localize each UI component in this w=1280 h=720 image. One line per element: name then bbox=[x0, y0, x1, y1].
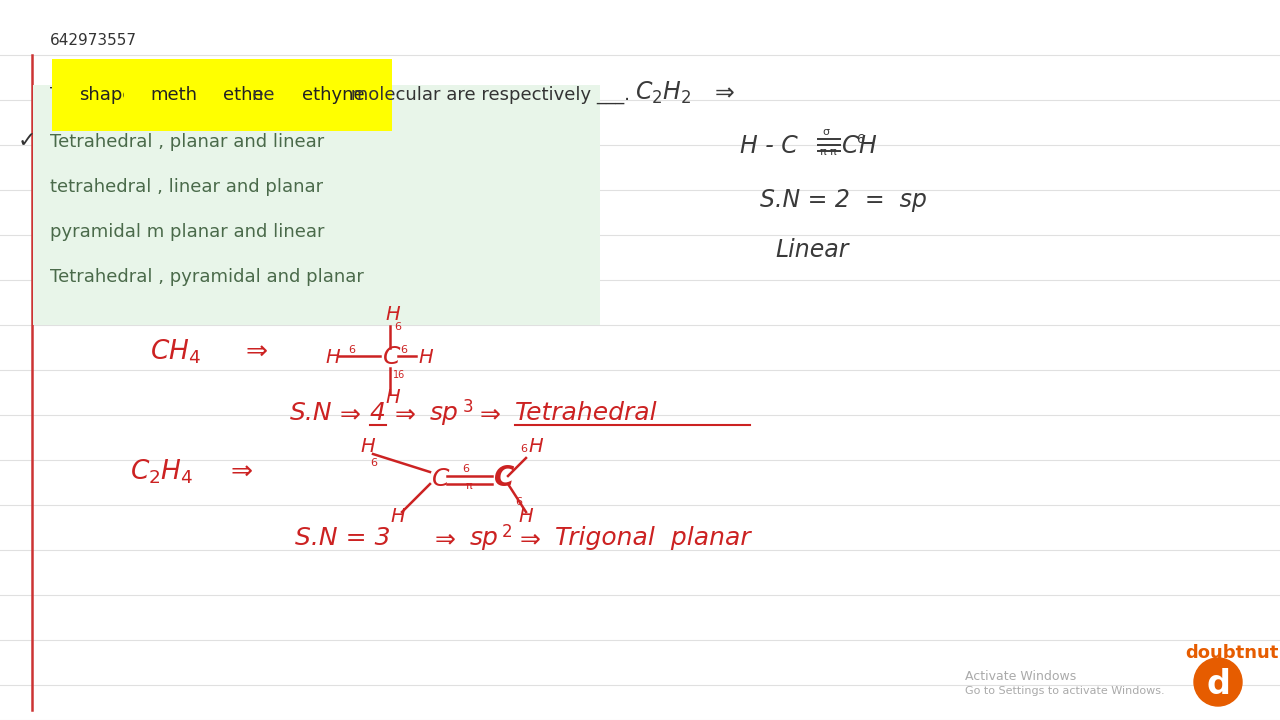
Text: molecular are respectively ___.: molecular are respectively ___. bbox=[346, 86, 630, 104]
Text: S.N = 2  =  sp: S.N = 2 = sp bbox=[760, 188, 927, 212]
Text: σ: σ bbox=[822, 127, 829, 137]
Text: S.N = 3: S.N = 3 bbox=[294, 526, 390, 550]
Text: 3: 3 bbox=[463, 398, 474, 416]
Text: 16: 16 bbox=[393, 370, 406, 380]
Text: doubtnut: doubtnut bbox=[1185, 644, 1279, 662]
Text: Tetrahedral: Tetrahedral bbox=[515, 401, 658, 425]
Text: $\Rightarrow$: $\Rightarrow$ bbox=[225, 458, 253, 484]
Text: $\Rightarrow$: $\Rightarrow$ bbox=[515, 526, 541, 550]
Text: shapes: shapes bbox=[79, 86, 142, 104]
Text: ethe: ethe bbox=[223, 86, 264, 104]
Text: π: π bbox=[820, 147, 827, 157]
Text: 6: 6 bbox=[394, 322, 401, 332]
Text: sp: sp bbox=[430, 401, 458, 425]
Text: H: H bbox=[325, 348, 339, 367]
Text: tetrahedral , linear and planar: tetrahedral , linear and planar bbox=[50, 178, 323, 196]
Text: H: H bbox=[360, 437, 375, 456]
Text: 2: 2 bbox=[502, 523, 512, 541]
FancyBboxPatch shape bbox=[33, 85, 600, 325]
Text: sp: sp bbox=[470, 526, 499, 550]
Text: $\Rightarrow$: $\Rightarrow$ bbox=[241, 338, 268, 364]
Text: 6: 6 bbox=[462, 464, 468, 474]
Text: H: H bbox=[419, 348, 433, 367]
Text: C: C bbox=[494, 464, 515, 492]
Text: H - C: H - C bbox=[740, 134, 797, 158]
Text: $\Rightarrow$: $\Rightarrow$ bbox=[710, 79, 735, 103]
Text: 6: 6 bbox=[515, 497, 522, 507]
Text: ,: , bbox=[201, 86, 219, 104]
Text: $C_2H_2$: $C_2H_2$ bbox=[635, 80, 691, 107]
Text: 6: 6 bbox=[399, 345, 407, 355]
Text: 4: 4 bbox=[370, 401, 385, 425]
Text: $\Rightarrow$: $\Rightarrow$ bbox=[390, 401, 416, 425]
Text: of: of bbox=[122, 86, 151, 104]
Text: methane: methane bbox=[151, 86, 232, 104]
Text: 6: 6 bbox=[370, 458, 378, 468]
Text: H: H bbox=[385, 305, 399, 324]
Text: C: C bbox=[383, 345, 401, 369]
Text: d: d bbox=[1206, 667, 1230, 701]
Text: H: H bbox=[858, 134, 876, 158]
Text: Linear: Linear bbox=[774, 238, 849, 262]
Text: Tetrahedral , planar and linear: Tetrahedral , planar and linear bbox=[50, 133, 324, 151]
Text: $C_2H_4$: $C_2H_4$ bbox=[131, 458, 193, 487]
Text: 642973557: 642973557 bbox=[50, 33, 137, 48]
Text: S.N: S.N bbox=[291, 401, 333, 425]
Text: Go to Settings to activate Windows.: Go to Settings to activate Windows. bbox=[965, 686, 1165, 696]
Text: C: C bbox=[842, 134, 859, 158]
Text: 6: 6 bbox=[856, 133, 864, 146]
Text: pyramidal m planar and linear: pyramidal m planar and linear bbox=[50, 223, 325, 241]
Circle shape bbox=[1194, 658, 1242, 706]
Text: ne and: ne and bbox=[252, 86, 320, 104]
Text: $\Rightarrow$: $\Rightarrow$ bbox=[475, 401, 502, 425]
Text: π: π bbox=[466, 481, 472, 491]
Text: H: H bbox=[390, 507, 404, 526]
Text: Activate Windows: Activate Windows bbox=[965, 670, 1076, 683]
Text: π: π bbox=[829, 147, 837, 157]
Text: $\Rightarrow$: $\Rightarrow$ bbox=[430, 526, 457, 550]
Text: $\Rightarrow$: $\Rightarrow$ bbox=[335, 401, 362, 425]
Text: 6: 6 bbox=[520, 444, 527, 454]
Text: H: H bbox=[529, 437, 543, 456]
Text: Trigonal  planar: Trigonal planar bbox=[556, 526, 750, 550]
Text: $CH_4$: $CH_4$ bbox=[150, 338, 201, 366]
Text: The: The bbox=[50, 86, 90, 104]
Text: ✓: ✓ bbox=[18, 131, 37, 151]
Text: Tetrahedral , pyramidal and planar: Tetrahedral , pyramidal and planar bbox=[50, 268, 364, 286]
Text: H: H bbox=[518, 507, 532, 526]
Text: H: H bbox=[385, 388, 399, 407]
Text: 6: 6 bbox=[348, 345, 355, 355]
Text: C: C bbox=[433, 467, 449, 491]
Text: ethyne: ethyne bbox=[302, 86, 365, 104]
